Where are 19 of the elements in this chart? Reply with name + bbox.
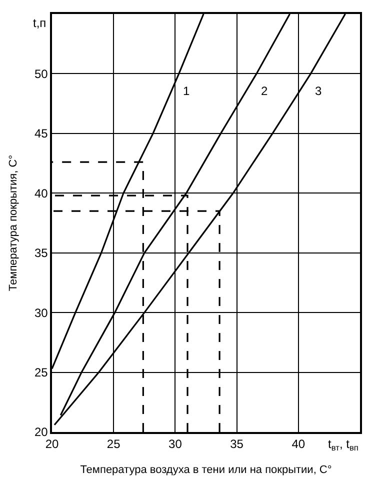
y-axis-title: Температура покрытия, С° <box>8 154 20 292</box>
text: t$_{вт}$, t$_{вп}$ <box>328 437 358 453</box>
y-tick-label: 40 <box>34 186 48 200</box>
x-tick-label: 30 <box>168 437 182 452</box>
x-tick-label: 25 <box>106 437 121 452</box>
y-tick-label: 20 <box>34 425 48 440</box>
y-tick-label: 30 <box>34 306 48 320</box>
x-tick-label: 20 <box>45 437 59 452</box>
y-tick-label: 25 <box>34 365 48 380</box>
series-label: 3 <box>315 84 322 98</box>
series-label: 2 <box>261 84 268 98</box>
y-tick-label: 45 <box>34 126 48 141</box>
x-tick-label: 40 <box>292 437 306 452</box>
series-label: 1 <box>183 84 190 98</box>
text: t,п <box>33 16 46 30</box>
x-tick-label: 35 <box>230 437 244 452</box>
y-tick-label: 50 <box>34 66 48 81</box>
y-tick-label: 35 <box>34 246 48 260</box>
x-axis-title: Температура воздуха в тени или на покрытии, С° <box>80 464 332 476</box>
